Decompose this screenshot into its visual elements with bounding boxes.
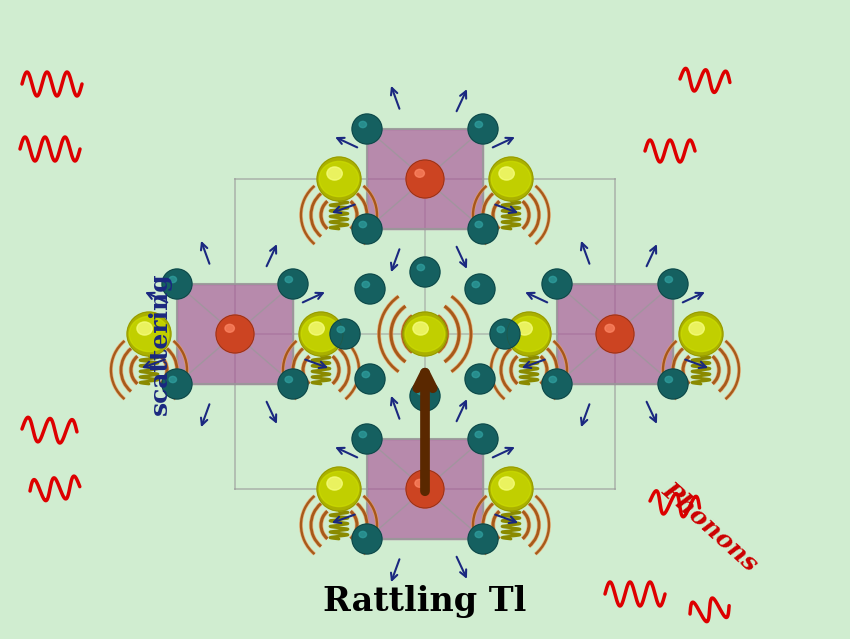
Ellipse shape bbox=[359, 532, 366, 537]
Ellipse shape bbox=[509, 316, 549, 351]
Ellipse shape bbox=[499, 477, 514, 490]
Ellipse shape bbox=[301, 316, 341, 351]
Circle shape bbox=[162, 369, 192, 399]
Circle shape bbox=[352, 524, 382, 554]
Circle shape bbox=[490, 319, 520, 349]
Circle shape bbox=[403, 312, 447, 356]
Ellipse shape bbox=[415, 479, 424, 488]
Ellipse shape bbox=[549, 376, 557, 383]
Circle shape bbox=[410, 381, 440, 411]
Ellipse shape bbox=[285, 376, 292, 383]
Circle shape bbox=[489, 467, 533, 511]
Ellipse shape bbox=[475, 431, 483, 438]
Text: Phonons: Phonons bbox=[657, 478, 762, 576]
Circle shape bbox=[355, 364, 385, 394]
Ellipse shape bbox=[169, 276, 177, 282]
Ellipse shape bbox=[688, 322, 705, 335]
Ellipse shape bbox=[549, 276, 557, 282]
Circle shape bbox=[489, 157, 533, 201]
Circle shape bbox=[410, 257, 440, 287]
Ellipse shape bbox=[320, 472, 359, 507]
Circle shape bbox=[468, 214, 498, 244]
Ellipse shape bbox=[681, 316, 721, 351]
Ellipse shape bbox=[665, 376, 672, 383]
Circle shape bbox=[542, 369, 572, 399]
Circle shape bbox=[658, 269, 688, 299]
Circle shape bbox=[352, 214, 382, 244]
Ellipse shape bbox=[137, 322, 152, 335]
Ellipse shape bbox=[362, 371, 370, 378]
Ellipse shape bbox=[499, 167, 514, 180]
Ellipse shape bbox=[472, 281, 479, 288]
Ellipse shape bbox=[417, 389, 424, 395]
Text: scattering: scattering bbox=[148, 273, 172, 415]
Ellipse shape bbox=[475, 532, 483, 537]
Text: Rattling Tl: Rattling Tl bbox=[323, 585, 527, 617]
Ellipse shape bbox=[417, 265, 424, 271]
Circle shape bbox=[317, 467, 361, 511]
Circle shape bbox=[278, 369, 308, 399]
Circle shape bbox=[330, 319, 360, 349]
Circle shape bbox=[162, 269, 192, 299]
Bar bbox=[367, 129, 483, 229]
Circle shape bbox=[406, 470, 444, 508]
Circle shape bbox=[658, 369, 688, 399]
Ellipse shape bbox=[169, 376, 177, 383]
Ellipse shape bbox=[415, 169, 424, 177]
Circle shape bbox=[596, 315, 634, 353]
Ellipse shape bbox=[665, 276, 672, 282]
Ellipse shape bbox=[491, 472, 530, 507]
Ellipse shape bbox=[129, 316, 169, 351]
Circle shape bbox=[507, 312, 551, 356]
Ellipse shape bbox=[337, 327, 344, 333]
Ellipse shape bbox=[362, 281, 370, 288]
Ellipse shape bbox=[285, 276, 292, 282]
Circle shape bbox=[317, 157, 361, 201]
Circle shape bbox=[542, 269, 572, 299]
Circle shape bbox=[278, 269, 308, 299]
Ellipse shape bbox=[320, 162, 359, 197]
Ellipse shape bbox=[405, 316, 445, 351]
Circle shape bbox=[468, 114, 498, 144]
Bar bbox=[557, 284, 673, 384]
Circle shape bbox=[352, 114, 382, 144]
Ellipse shape bbox=[413, 322, 428, 335]
Ellipse shape bbox=[225, 325, 235, 332]
Ellipse shape bbox=[472, 371, 479, 378]
Circle shape bbox=[679, 312, 723, 356]
Circle shape bbox=[468, 424, 498, 454]
Bar bbox=[177, 284, 293, 384]
Ellipse shape bbox=[309, 322, 325, 335]
Ellipse shape bbox=[359, 121, 366, 128]
Ellipse shape bbox=[359, 431, 366, 438]
Circle shape bbox=[355, 274, 385, 304]
Ellipse shape bbox=[359, 221, 366, 227]
Circle shape bbox=[406, 160, 444, 198]
Circle shape bbox=[299, 312, 343, 356]
Circle shape bbox=[465, 274, 495, 304]
Ellipse shape bbox=[491, 162, 530, 197]
Circle shape bbox=[465, 364, 495, 394]
Ellipse shape bbox=[475, 121, 483, 128]
Ellipse shape bbox=[605, 325, 615, 332]
Ellipse shape bbox=[497, 327, 505, 333]
Ellipse shape bbox=[327, 167, 343, 180]
Circle shape bbox=[127, 312, 171, 356]
Circle shape bbox=[216, 315, 254, 353]
Ellipse shape bbox=[517, 322, 532, 335]
Circle shape bbox=[352, 424, 382, 454]
Ellipse shape bbox=[475, 221, 483, 227]
Circle shape bbox=[468, 524, 498, 554]
Bar bbox=[367, 439, 483, 539]
Ellipse shape bbox=[327, 477, 343, 490]
